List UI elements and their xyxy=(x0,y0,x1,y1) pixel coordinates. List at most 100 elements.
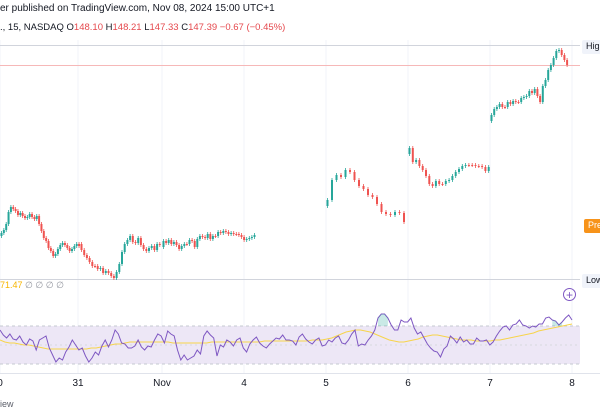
candle-body xyxy=(137,238,140,243)
pre-market-price-tag[interactable]: Pre xyxy=(584,219,600,233)
candle-body xyxy=(170,240,173,244)
rsi-value: 71.47 xyxy=(0,280,23,290)
candle-body xyxy=(517,102,520,103)
candle-body xyxy=(531,91,533,93)
candle-body xyxy=(24,216,26,218)
candle-body xyxy=(495,107,498,109)
low-price-tag[interactable]: Low xyxy=(582,274,600,288)
candle-body xyxy=(520,98,523,102)
candle-body xyxy=(94,266,96,267)
open-label: O xyxy=(66,22,74,33)
candle-body xyxy=(191,240,194,241)
candle-body xyxy=(35,216,38,219)
candle-body xyxy=(75,244,78,246)
candle-body xyxy=(509,102,512,104)
candle-body xyxy=(454,172,457,176)
candle-body xyxy=(99,268,102,269)
candle-body xyxy=(148,248,150,251)
candle-body xyxy=(536,89,539,96)
rsi-empty-values: ∅ ∅ ∅ ∅ xyxy=(25,280,64,290)
candle-body xyxy=(40,224,43,231)
candle-body xyxy=(498,104,501,107)
x-tick-label: 0 xyxy=(0,378,3,389)
candle-body xyxy=(2,230,5,233)
candle-body xyxy=(102,268,105,273)
candle-body xyxy=(353,172,356,180)
candle-body xyxy=(16,211,19,215)
candle-body xyxy=(506,102,509,107)
candle-body xyxy=(448,180,451,181)
add-plus-icon[interactable]: + xyxy=(563,288,576,301)
candle-body xyxy=(248,238,251,239)
candle-body xyxy=(467,165,470,166)
candle-body xyxy=(183,244,186,246)
low-value: 147.33 xyxy=(149,22,179,33)
candle-body xyxy=(131,236,134,242)
candle-body xyxy=(150,246,153,248)
high-price-tag[interactable]: High xyxy=(582,40,600,54)
candle-body xyxy=(63,243,66,245)
candle-body xyxy=(434,181,437,186)
candle-body xyxy=(458,169,460,172)
candle-body xyxy=(549,65,552,70)
candle-body xyxy=(362,186,365,189)
candle-body xyxy=(389,214,392,215)
candle-body xyxy=(222,231,225,233)
candle-body xyxy=(73,246,76,249)
candle-body xyxy=(560,50,563,55)
rsi-ma-line xyxy=(0,323,573,350)
candle-body xyxy=(129,236,132,240)
candle-body xyxy=(349,170,351,172)
candle-body xyxy=(83,250,86,255)
rsi-legend: 71.47 ∅ ∅ ∅ ∅ xyxy=(0,280,64,291)
candle-body xyxy=(566,60,569,65)
candle-body xyxy=(403,213,405,222)
candle-body xyxy=(235,234,238,235)
candle-body xyxy=(28,214,31,217)
candle-body xyxy=(326,200,329,206)
candle-body xyxy=(501,104,504,107)
candle-body xyxy=(243,237,246,240)
candle-body xyxy=(385,212,387,214)
candle-body xyxy=(490,115,493,121)
candle-body xyxy=(528,91,531,96)
candle-body xyxy=(31,214,34,217)
candle-body xyxy=(156,244,159,250)
candle-body xyxy=(487,167,490,171)
candle-body xyxy=(185,244,188,245)
candle-body xyxy=(204,237,207,238)
candle-body xyxy=(104,271,107,273)
candle-body xyxy=(539,96,542,102)
candle-body xyxy=(5,224,8,230)
low-label: L xyxy=(144,22,150,33)
candle-body xyxy=(441,184,444,185)
candle-body xyxy=(26,217,29,218)
candle-body xyxy=(376,197,378,204)
candle-body xyxy=(219,232,222,233)
candle-body xyxy=(66,245,69,248)
candle-body xyxy=(421,166,424,170)
candle-body xyxy=(0,233,3,236)
candle-body xyxy=(153,246,156,250)
x-tick-label: 8 xyxy=(569,378,575,389)
candle-body xyxy=(188,240,191,244)
candle-body xyxy=(172,242,175,244)
candle-body xyxy=(344,170,347,177)
candle-body xyxy=(541,86,544,102)
candle-body xyxy=(227,232,230,234)
x-tick-label: 7 xyxy=(487,378,493,389)
rsi-overbought-fill xyxy=(552,320,563,326)
candles-group xyxy=(0,48,569,280)
candle-body xyxy=(145,249,148,251)
x-tick-label: 4 xyxy=(241,378,247,389)
candle-body xyxy=(112,276,115,278)
candle-body xyxy=(394,212,396,215)
candle-body xyxy=(142,245,145,249)
candle-body xyxy=(88,258,91,262)
candle-body xyxy=(52,251,55,256)
candle-body xyxy=(71,249,73,251)
candle-body xyxy=(54,254,57,256)
candle-body xyxy=(211,236,214,239)
candle-body xyxy=(42,231,45,238)
